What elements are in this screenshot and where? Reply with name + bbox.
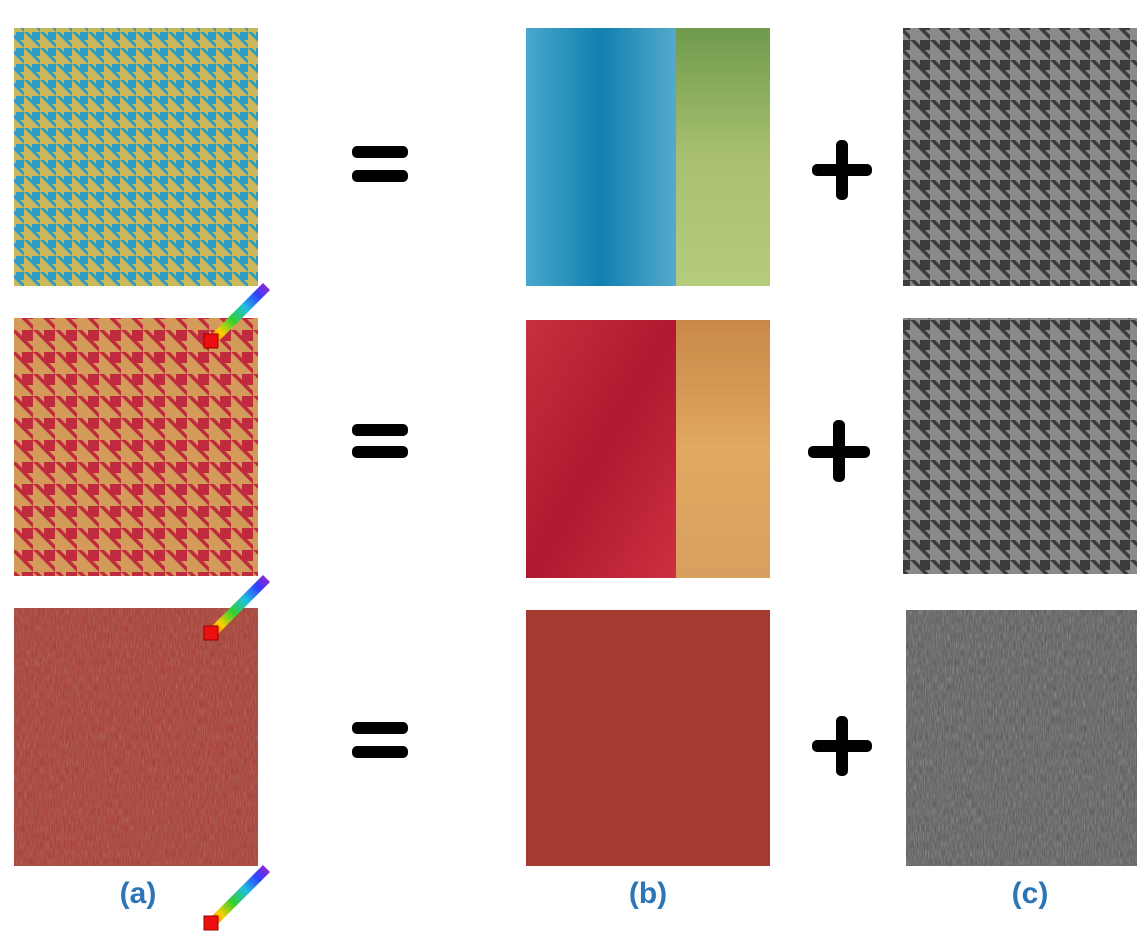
color-cube <box>204 865 270 930</box>
plus-sign <box>808 140 872 776</box>
color-layer <box>526 28 676 286</box>
input-texture <box>14 318 258 576</box>
texture-noise <box>14 608 258 866</box>
figure: (a) (b) (c) <box>0 0 1137 942</box>
structure-layer <box>903 28 1137 286</box>
panel-label: (a) <box>120 877 157 910</box>
color-layer <box>676 28 770 286</box>
panel-label: (b) <box>629 877 667 910</box>
equals-sign <box>352 146 408 758</box>
panel-label: (c) <box>1012 877 1049 910</box>
color-layer <box>526 320 676 578</box>
color-layer <box>676 320 770 578</box>
texture-noise <box>906 610 1137 866</box>
color-layer <box>526 610 770 866</box>
structure-layer <box>903 318 1137 574</box>
page: (a) (b) (c) (() => { const data = JSON.p… <box>0 0 1137 942</box>
input-texture <box>14 28 258 286</box>
